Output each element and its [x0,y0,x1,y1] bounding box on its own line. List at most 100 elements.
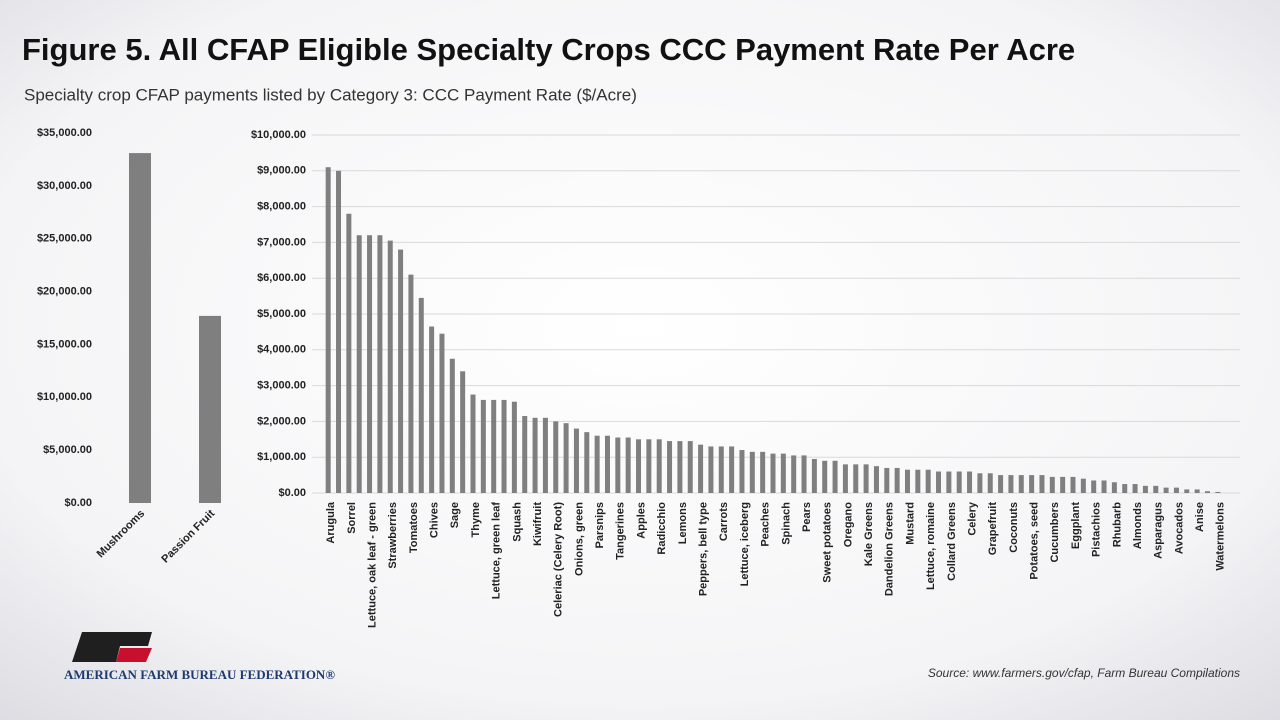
bar [336,170,342,494]
x-tick-label: Chives [429,502,441,538]
bar [1080,478,1086,493]
bar [418,297,424,493]
bar [1049,476,1055,493]
y-tick-label: $0.00 [278,487,306,499]
bar [449,358,455,493]
bar [594,435,600,493]
x-tick-label: Potatoes, seed [1029,502,1041,580]
y-tick-label: $25,000.00 [37,233,92,245]
x-tick-label: Lettuce, green leaf [491,502,503,600]
x-tick-label: Avocados [1173,502,1185,554]
bar [698,444,704,493]
x-tick-label: Asparagus [1153,502,1165,559]
bar [884,467,890,493]
bar [760,451,766,493]
bar [129,153,151,504]
bar [811,458,817,493]
x-tick-label: Sage [449,502,461,528]
bar [780,453,786,493]
bar [398,249,404,493]
bar [729,446,735,493]
bar [1018,475,1024,493]
x-tick-label: Mustard [904,502,916,545]
bar [863,464,869,493]
bar [677,441,683,493]
bar [625,437,631,493]
x-tick-label: Kiwifruit [532,502,544,546]
bar [1142,485,1148,493]
bar [429,326,435,493]
bar [1153,485,1159,493]
x-tick-label: Tangerines [615,502,627,560]
bar [522,416,528,493]
x-tick-label: Lemons [677,502,689,544]
y-tick-label: $5,000.00 [257,308,306,320]
x-tick-label: Pistachios [1091,502,1103,557]
bar [1194,489,1200,493]
x-tick-label: Tomatoes [408,502,420,553]
bar [439,333,445,493]
y-tick-label: $10,000.00 [37,391,92,403]
bar [936,471,942,493]
bar [563,423,569,493]
bar [346,213,352,493]
y-tick-label: $3,000.00 [257,380,306,392]
x-tick-label: Pears [801,502,813,532]
y-tick-label: $1,000.00 [257,451,306,463]
bar [636,439,642,493]
bar [501,399,507,493]
bar [1060,476,1066,493]
y-tick-label: $4,000.00 [257,344,306,356]
x-tick-label: Oregano [842,502,854,548]
bar [615,437,621,493]
x-tick-label: Onions, green [573,502,585,576]
bar [199,315,221,503]
x-tick-label: Lettuce, oak leaf - green [366,502,378,628]
y-tick-label: $7,000.00 [257,236,306,248]
logo-shape [116,648,152,662]
bar [542,417,548,493]
bar [532,417,538,493]
bar [325,167,331,493]
bar [956,471,962,493]
bar [987,473,993,493]
bar [1173,487,1179,493]
bar [584,432,590,493]
chart-title: Figure 5. All CFAP Eligible Specialty Cr… [22,32,1075,67]
bar [656,439,662,493]
bar [1184,489,1190,493]
bar [1204,491,1210,493]
bar [832,460,838,493]
x-tick-label: Sweet potatoes [822,502,834,583]
bar [873,466,879,493]
bar [770,453,776,493]
x-tick-label: Lettuce, romaine [925,502,937,590]
bar [853,464,859,493]
bar [894,467,900,493]
x-tick-label: Strawberries [387,502,399,569]
bar [667,441,673,493]
x-tick-label: Rhubarb [1111,502,1123,548]
bar [387,240,393,493]
bar [1163,487,1169,493]
bar [925,469,931,493]
bar [511,401,517,493]
y-tick-label: $8,000.00 [257,201,306,213]
bar [491,399,497,493]
bar [604,435,610,493]
bar [1029,475,1035,493]
bar [553,421,559,493]
x-tick-label: Dandelion Greens [884,502,896,596]
x-tick-label: Squash [511,502,523,542]
x-tick-label: Sorrel [346,502,358,534]
bar [1101,480,1107,493]
bar [480,399,486,493]
bar [967,471,973,493]
bar [356,235,362,494]
chart-subtitle: Specialty crop CFAP payments listed by C… [24,85,637,104]
x-tick-label: Apples [635,502,647,539]
bar [646,439,652,493]
bar [749,451,755,493]
logo: AMERICAN FARM BUREAU FEDERATION® [64,632,335,682]
